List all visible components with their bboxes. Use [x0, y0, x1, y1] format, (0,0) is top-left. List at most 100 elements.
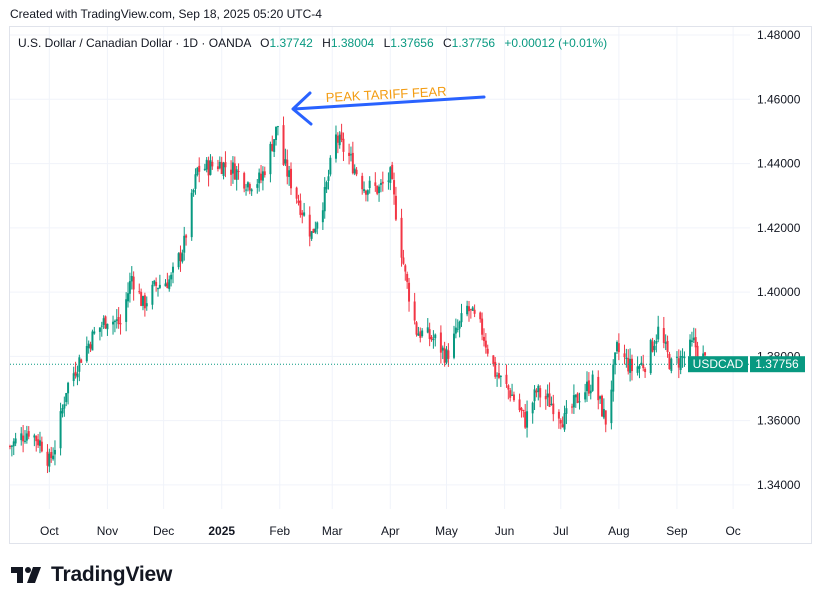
candle-body — [258, 172, 261, 184]
candle-body — [233, 163, 236, 180]
candle-body — [303, 212, 306, 216]
candle-body — [417, 333, 420, 336]
candle-body — [601, 395, 603, 417]
candle-body — [664, 342, 667, 344]
candle-body — [179, 252, 182, 262]
candle-body — [164, 283, 167, 287]
candle-body — [153, 280, 156, 285]
time-tick-label: Jul — [553, 524, 568, 538]
candle-body — [38, 440, 41, 446]
candle-body — [629, 358, 632, 373]
price-tick-label: 1.42000 — [757, 221, 801, 235]
candle-body — [518, 399, 521, 411]
candle-body — [276, 126, 279, 128]
candle-body — [443, 348, 446, 363]
time-tick-label: Jun — [495, 524, 514, 538]
candle-body — [434, 334, 437, 339]
price-tag-ticker: USDCAD — [693, 357, 744, 371]
candle-body — [316, 222, 319, 229]
candle-body — [46, 451, 49, 466]
candle-body — [557, 411, 560, 419]
candle-body — [235, 169, 238, 180]
candle-body — [80, 359, 83, 363]
candle-body — [63, 404, 66, 409]
candle-body — [406, 273, 409, 282]
candle-body — [117, 317, 120, 325]
time-tick-label: Oc — [725, 524, 740, 538]
candle-body — [76, 373, 79, 378]
candle-body — [314, 228, 317, 233]
candle-body — [505, 374, 508, 384]
candle-body — [145, 303, 148, 307]
candle-body — [59, 411, 62, 449]
time-tick-label: Dec — [153, 524, 174, 538]
tradingview-brand[interactable]: TradingView — [11, 563, 172, 587]
time-tick-label: May — [435, 524, 458, 538]
close-value: 1.37756 — [451, 36, 496, 50]
candle-body — [269, 143, 272, 175]
candle-body — [636, 366, 639, 373]
candle-body — [524, 411, 527, 428]
candle-body — [432, 339, 435, 341]
candle-body — [348, 152, 351, 156]
candle-body — [297, 200, 300, 203]
candle-body — [374, 182, 377, 186]
candle-body — [321, 210, 324, 223]
candle-body — [694, 337, 697, 348]
time-tick-label: Feb — [269, 524, 290, 538]
candle-body — [207, 160, 210, 176]
candle-body — [14, 438, 17, 444]
candle-body — [364, 190, 367, 195]
candle-body — [334, 134, 337, 159]
candle-body — [363, 189, 366, 192]
candle-body — [379, 183, 382, 185]
candle-body — [301, 212, 304, 216]
annotation-text: PEAK TARIFF FEAR — [325, 84, 446, 105]
candle-body — [100, 325, 103, 327]
candle-body — [640, 362, 643, 365]
candle-body — [604, 410, 607, 425]
candle-body — [128, 281, 131, 294]
candle-body — [196, 167, 199, 175]
candle-body — [85, 346, 88, 362]
candle-body — [426, 327, 429, 333]
candle-body — [310, 231, 313, 239]
candle-body — [479, 312, 482, 320]
price-tick-label: 1.44000 — [757, 157, 801, 171]
candle-body — [286, 159, 289, 177]
low-label: L — [383, 36, 391, 50]
candle-body — [473, 309, 476, 314]
candle-body — [340, 132, 343, 140]
candle-body — [61, 408, 64, 414]
candle-body — [496, 375, 499, 377]
price-tag-value-box — [750, 356, 805, 373]
candle-body — [548, 393, 551, 407]
candle-body — [327, 176, 330, 181]
candle-body — [653, 345, 656, 351]
tradingview-logo-icon — [11, 567, 41, 583]
grid-lines — [10, 27, 750, 509]
candle-body — [578, 401, 581, 403]
candle-body — [273, 139, 276, 152]
candle-body — [644, 368, 647, 373]
candle-body — [486, 348, 489, 354]
candle-body — [563, 413, 566, 430]
candle-body — [260, 173, 263, 181]
candle-body — [282, 125, 285, 165]
high-value: 1.38004 — [330, 36, 375, 50]
candle-body — [471, 307, 474, 311]
candle-body — [112, 321, 115, 325]
candle-body — [499, 375, 502, 378]
candle-body — [89, 344, 92, 349]
price-tick-label: 1.34000 — [757, 478, 801, 492]
candle-body — [230, 169, 233, 175]
candle-body — [115, 319, 118, 321]
candle-body — [10, 445, 13, 447]
candle-body — [243, 173, 246, 189]
candle-body — [284, 159, 287, 164]
candle-body — [368, 180, 371, 188]
candle-body — [25, 433, 28, 441]
candle-body — [531, 402, 534, 414]
candle-body — [65, 392, 68, 403]
